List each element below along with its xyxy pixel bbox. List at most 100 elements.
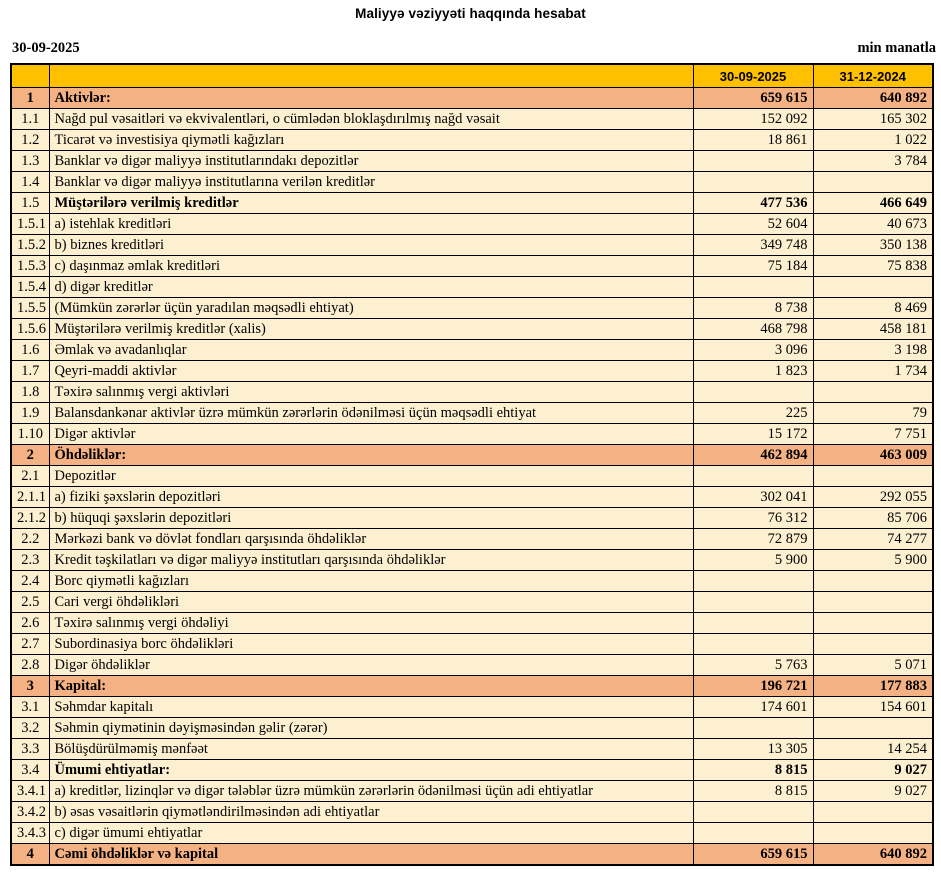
table-row: 1.2 Ticarət və investisiya qiymətli kağız…	[10, 129, 934, 151]
row-label: d) digər kreditlər	[48, 276, 694, 298]
table-body: 30-09-2025 31-12-2024 1 Aktivlər: 659 615 640…	[10, 63, 934, 866]
row-value-previous	[812, 591, 934, 613]
row-value-previous: 7 751	[812, 423, 934, 445]
row-value-current	[692, 591, 814, 613]
row-label: Digər öhdəliklər	[48, 654, 694, 676]
row-value-current: 52 604	[692, 213, 814, 235]
row-label: Kredit təşkilatları və digər maliyyə ins…	[48, 549, 694, 571]
row-index: 3.3	[10, 738, 50, 760]
row-label: Kapital:	[48, 675, 694, 697]
table-row: 2.1.1 a) fiziki şəxslərin depozitləri 302 …	[10, 486, 934, 508]
table-row: 2.6 Təxirə salınmış vergi öhdəliyi	[10, 612, 934, 634]
row-label: Təxirə salınmış vergi öhdəliyi	[48, 612, 694, 634]
row-value-previous	[812, 570, 934, 592]
row-value-previous	[812, 822, 934, 844]
table-row: 1.8 Təxirə salınmış vergi aktivləri	[10, 381, 934, 403]
report-title: Maliyyə vəziyyəti haqqında hesabat	[355, 6, 586, 21]
row-value-previous: 1 734	[812, 360, 934, 382]
row-label: Ticarət və investisiya qiymətli kağızlar…	[48, 129, 694, 151]
row-value-previous: 640 892	[812, 87, 934, 109]
row-value-previous: 74 277	[812, 528, 934, 550]
row-value-previous: 9 027	[812, 780, 934, 802]
header-index-cell	[10, 63, 50, 88]
row-value-previous: 5 900	[812, 549, 934, 571]
row-index: 2.5	[10, 591, 50, 613]
row-value-current: 5 763	[692, 654, 814, 676]
row-index: 1.5.3	[10, 255, 50, 277]
row-value-previous: 1 022	[812, 129, 934, 151]
row-index: 1.5.4	[10, 276, 50, 298]
table-row: 3.4 Ümumi ehtiyatlar: 8 815 9 027	[10, 759, 934, 781]
row-label: Mərkəzi bank və dövlət fondları qarşısın…	[48, 528, 694, 550]
row-value-current: 1 823	[692, 360, 814, 382]
table-row: 1.5.5 (Mümkün zərərlər üçün yaradılan məq…	[10, 297, 934, 319]
row-value-current: 72 879	[692, 528, 814, 550]
row-index: 3.2	[10, 717, 50, 739]
row-index: 1.9	[10, 402, 50, 424]
row-value-current: 8 815	[692, 759, 814, 781]
row-label: Ümumi ehtiyatlar:	[48, 759, 694, 781]
row-index: 2.1.1	[10, 486, 50, 508]
report-date: 30-09-2025	[12, 40, 80, 56]
row-value-previous: 154 601	[812, 696, 934, 718]
row-value-previous: 79	[812, 402, 934, 424]
row-value-previous	[812, 276, 934, 298]
table-section-row: 1 Aktivlər: 659 615 640 892	[10, 87, 934, 109]
table-row: 2.5 Cari vergi öhdəlikləri	[10, 591, 934, 613]
row-value-previous: 3 198	[812, 339, 934, 361]
row-index: 2.8	[10, 654, 50, 676]
row-index: 4	[10, 843, 50, 866]
table-row: 3.3 Bölüşdürülməmiş mənfəət 13 305 14 254	[10, 738, 934, 760]
row-value-previous: 40 673	[812, 213, 934, 235]
row-value-current: 468 798	[692, 318, 814, 340]
row-value-current	[692, 276, 814, 298]
row-index: 2.6	[10, 612, 50, 634]
row-label: Digər aktivlər	[48, 423, 694, 445]
report-meta: 30-09-2025 min manatla	[0, 22, 941, 63]
row-index: 2.4	[10, 570, 50, 592]
row-value-previous: 9 027	[812, 759, 934, 781]
row-value-previous	[812, 171, 934, 193]
row-value-previous: 3 784	[812, 150, 934, 172]
row-value-current: 75 184	[692, 255, 814, 277]
row-value-current: 659 615	[692, 843, 814, 866]
table-row: 1.5.2 b) biznes kreditləri 349 748 350 138	[10, 234, 934, 256]
table-row: 1.9 Balansdankənar aktivlər üzrə mümkün z…	[10, 402, 934, 424]
row-value-current: 152 092	[692, 108, 814, 130]
row-label: (Mümkün zərərlər üçün yaradılan məqsədli…	[48, 297, 694, 319]
row-index: 2.7	[10, 633, 50, 655]
row-value-current: 8 815	[692, 780, 814, 802]
row-value-previous: 350 138	[812, 234, 934, 256]
row-label: Nağd pul vəsaitləri və ekvivalentləri, o…	[48, 108, 694, 130]
row-index: 3.4.3	[10, 822, 50, 844]
row-value-previous: 458 181	[812, 318, 934, 340]
row-label: Müştərilərə verilmiş kreditlər (xalis)	[48, 318, 694, 340]
table-row: 2.2 Mərkəzi bank və dövlət fondları qarşı…	[10, 528, 934, 550]
row-value-current	[692, 570, 814, 592]
row-label: Borc qiymətli kağızları	[48, 570, 694, 592]
row-index: 1.5.6	[10, 318, 50, 340]
row-label: Banklar və digər maliyyə institutlarında…	[48, 150, 694, 172]
row-label: c) digər ümumi ehtiyatlar	[48, 822, 694, 844]
row-value-previous: 466 649	[812, 192, 934, 214]
row-label: Səhmdar kapitalı	[48, 696, 694, 718]
table-row: 1.4 Banklar və digər maliyyə institutları…	[10, 171, 934, 193]
row-label: Bölüşdürülməmiş mənfəət	[48, 738, 694, 760]
row-index: 1.3	[10, 150, 50, 172]
row-value-previous: 177 883	[812, 675, 934, 697]
row-index: 1.6	[10, 339, 50, 361]
row-label: Səhmin qiymətinin dəyişməsindən gəlir (z…	[48, 717, 694, 739]
row-value-current: 76 312	[692, 507, 814, 529]
table-section-row: 2 Öhdəliklər: 462 894 463 009	[10, 444, 934, 466]
row-index: 1.4	[10, 171, 50, 193]
row-label: Təxirə salınmış vergi aktivləri	[48, 381, 694, 403]
row-value-current	[692, 465, 814, 487]
row-value-current: 302 041	[692, 486, 814, 508]
row-index: 1.8	[10, 381, 50, 403]
row-index: 3.4	[10, 759, 50, 781]
row-value-previous: 640 892	[812, 843, 934, 866]
row-label: a) istehlak kreditləri	[48, 213, 694, 235]
financial-table-container: 30-09-2025 31-12-2024 1 Aktivlər: 659 615 640…	[0, 63, 941, 866]
row-value-previous: 463 009	[812, 444, 934, 466]
header-label-cell	[48, 63, 694, 88]
